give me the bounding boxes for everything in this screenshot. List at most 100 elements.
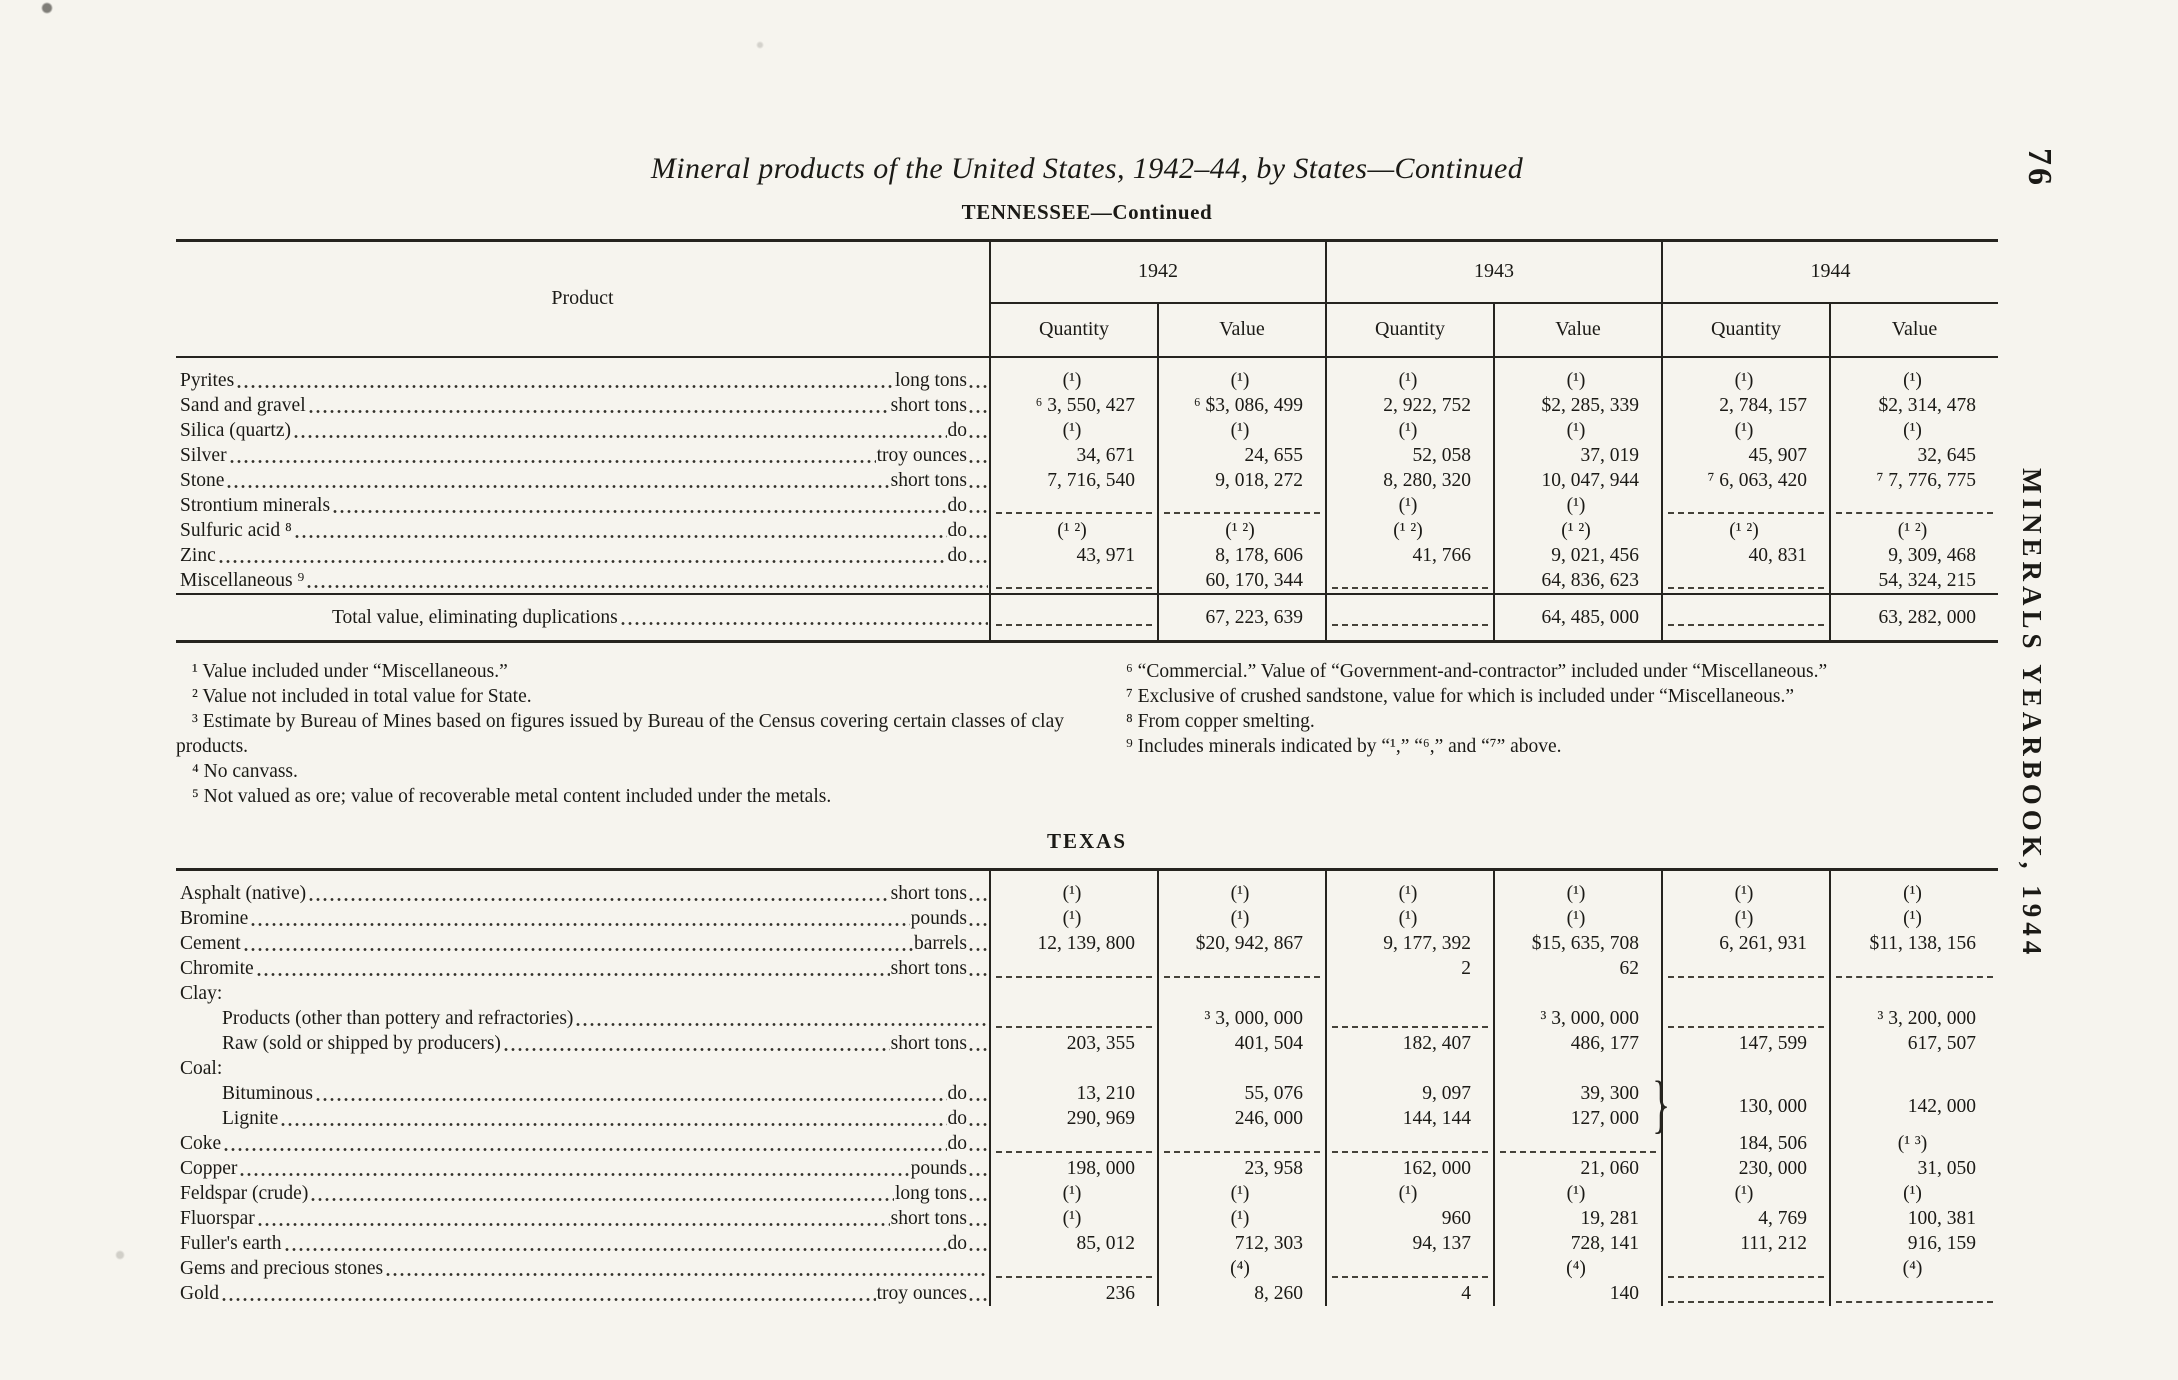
value-cell: ⁶ 3, 550, 427 [989,392,1158,418]
cell-value: (¹) [1230,1208,1250,1229]
product-flex: Feldspar (crude) long tons [180,1181,989,1206]
value-cell [989,956,1158,981]
cell-value: 127, 000 [1570,1108,1639,1129]
value-cell: 43, 971 [989,542,1158,568]
value-cell: 2, 922, 752 [1325,392,1494,418]
value-cell: 728, 141 [1493,1231,1662,1256]
empty-cell-dashes [1668,1010,1824,1028]
product-label: Coke [180,1133,222,1154]
unit-label: barrels [913,933,967,954]
cell-value: 290, 969 [1066,1108,1135,1129]
cell-value: 64, 485, 000 [1541,606,1640,628]
cell-value: 23, 958 [1244,1158,1304,1179]
value-cell: 9, 177, 392 [1325,931,1494,956]
unit-label: short tons [890,883,967,904]
table-row: Feldspar (crude) long tons (¹) (¹) (¹) (¹) (¹)… [176,1181,1998,1206]
value-cell: 21, 060 [1493,1156,1662,1181]
cell-value: (¹) [1566,494,1586,516]
value-cell [1661,592,1830,642]
cell-value: 45, 907 [1748,444,1808,466]
value-cell: ⁷ 7, 776, 775 [1829,467,1998,493]
table-row: Copper pounds 198, 000 23, 958 162, 000 21, 0… [176,1156,1998,1181]
product-label: Strontium minerals [180,494,331,516]
product-label: Miscellaneous ⁹ [180,569,305,591]
product-cell: Sulfuric acid ⁸ do [176,518,990,543]
cell-value: 55, 076 [1244,1083,1304,1104]
cell-value: 140 [1609,1283,1639,1304]
cell-value: 54, 324, 215 [1878,569,1977,591]
product-cell: Silver troy ounces [176,443,990,468]
unit-label: short tons [890,394,967,416]
cell-value: 7, 716, 540 [1047,469,1135,491]
dot-leader [284,1247,947,1252]
value-cell: 184, 506 [1661,1131,1830,1156]
product-label: Lignite [222,1108,279,1129]
dot-leader [386,1272,988,1277]
product-cell: Products (other than pottery and refract… [176,1006,990,1031]
value-cell: 9, 021, 456 [1493,542,1662,568]
product-cell: Stone short tons [176,468,990,493]
cell-value: 8, 178, 606 [1215,544,1303,566]
cell-value: $20, 942, 867 [1195,933,1303,954]
cell-value: (¹) [1398,494,1418,516]
coal-brace: } [1652,1069,1671,1141]
cell-value: (¹ ²) [1897,519,1928,541]
value-cell: 712, 303 [1157,1231,1326,1256]
cell-value: (¹) [1903,369,1922,391]
cell-value: 198, 000 [1066,1158,1135,1179]
quantity-header-1944: Quantity [1661,302,1830,358]
cell-value: 246, 000 [1234,1108,1303,1129]
value-cell: 13, 210 [989,1081,1158,1106]
cell-value: 111, 212 [1740,1233,1807,1254]
value-cell: 290, 969 [989,1106,1158,1131]
value-cell: (¹) [1829,417,1998,443]
dot-leader [311,1197,894,1202]
value-cell: 94, 137 [1325,1231,1494,1256]
product-cell: Copper pounds [176,1156,990,1181]
value-cell: 144, 144 [1325,1106,1494,1131]
value-cell [1829,981,1998,1006]
footnote: ³ Estimate by Bureau of Mines based on f… [176,711,1064,757]
cell-value: (¹) [1062,369,1082,391]
value-header-1944: Value [1829,302,1998,358]
dot-leader [969,508,987,514]
empty-cell-dashes [1668,960,1824,978]
dot-leader [333,508,947,514]
empty-cell-dashes [1332,1260,1488,1278]
value-cell: (¹) [1661,417,1830,443]
value-cell: 41, 766 [1325,542,1494,568]
product-label: Pyrites [180,369,235,391]
value-cell [989,1056,1158,1081]
value-cell: 54, 324, 215 [1829,567,1998,594]
value-cell [1493,981,1662,1006]
value-cell [989,592,1158,642]
cell-value: 100, 381 [1907,1208,1976,1229]
dot-leader [969,1297,987,1302]
value-cell: (¹) [1157,869,1326,906]
cell-value: 32, 645 [1917,444,1977,466]
product-label: Feldspar (crude) [180,1183,309,1204]
dot-leader [229,458,876,464]
value-cell [1661,956,1830,981]
cell-value: 144, 144 [1402,1108,1471,1129]
empty-cell-dashes [996,960,1152,978]
value-cell: $15, 635, 708 [1493,931,1662,956]
cell-value: (¹) [1398,419,1418,441]
cell-value: 2, 922, 752 [1383,394,1471,416]
value-cell [1661,1281,1830,1306]
product-label: Total value, eliminating duplications [332,606,618,628]
product-flex: Raw (sold or shipped by producers) short … [180,1031,989,1056]
unit-label: do [947,419,968,441]
footnotes-right-column: ⁶ “Commercial.” Value of “Government-and… [1110,659,1998,809]
dot-leader [969,458,987,464]
table-row: Pyrites long tons (¹) (¹) (¹) (¹) (¹) (¹) [176,356,1998,393]
value-cell: (¹ ²) [1493,517,1662,543]
product-flex: Lignite do [180,1106,989,1131]
product-flex: Strontium minerals do [180,493,989,518]
table-row: Coke do 184, 506 (¹ ³) [176,1131,1998,1156]
cell-value: (¹ ²) [1393,519,1423,541]
cell-value: 31, 050 [1917,1158,1977,1179]
value-cell: 2 [1325,956,1494,981]
product-label: Fluorspar [180,1208,255,1229]
value-cell: 147, 599 [1661,1031,1830,1056]
